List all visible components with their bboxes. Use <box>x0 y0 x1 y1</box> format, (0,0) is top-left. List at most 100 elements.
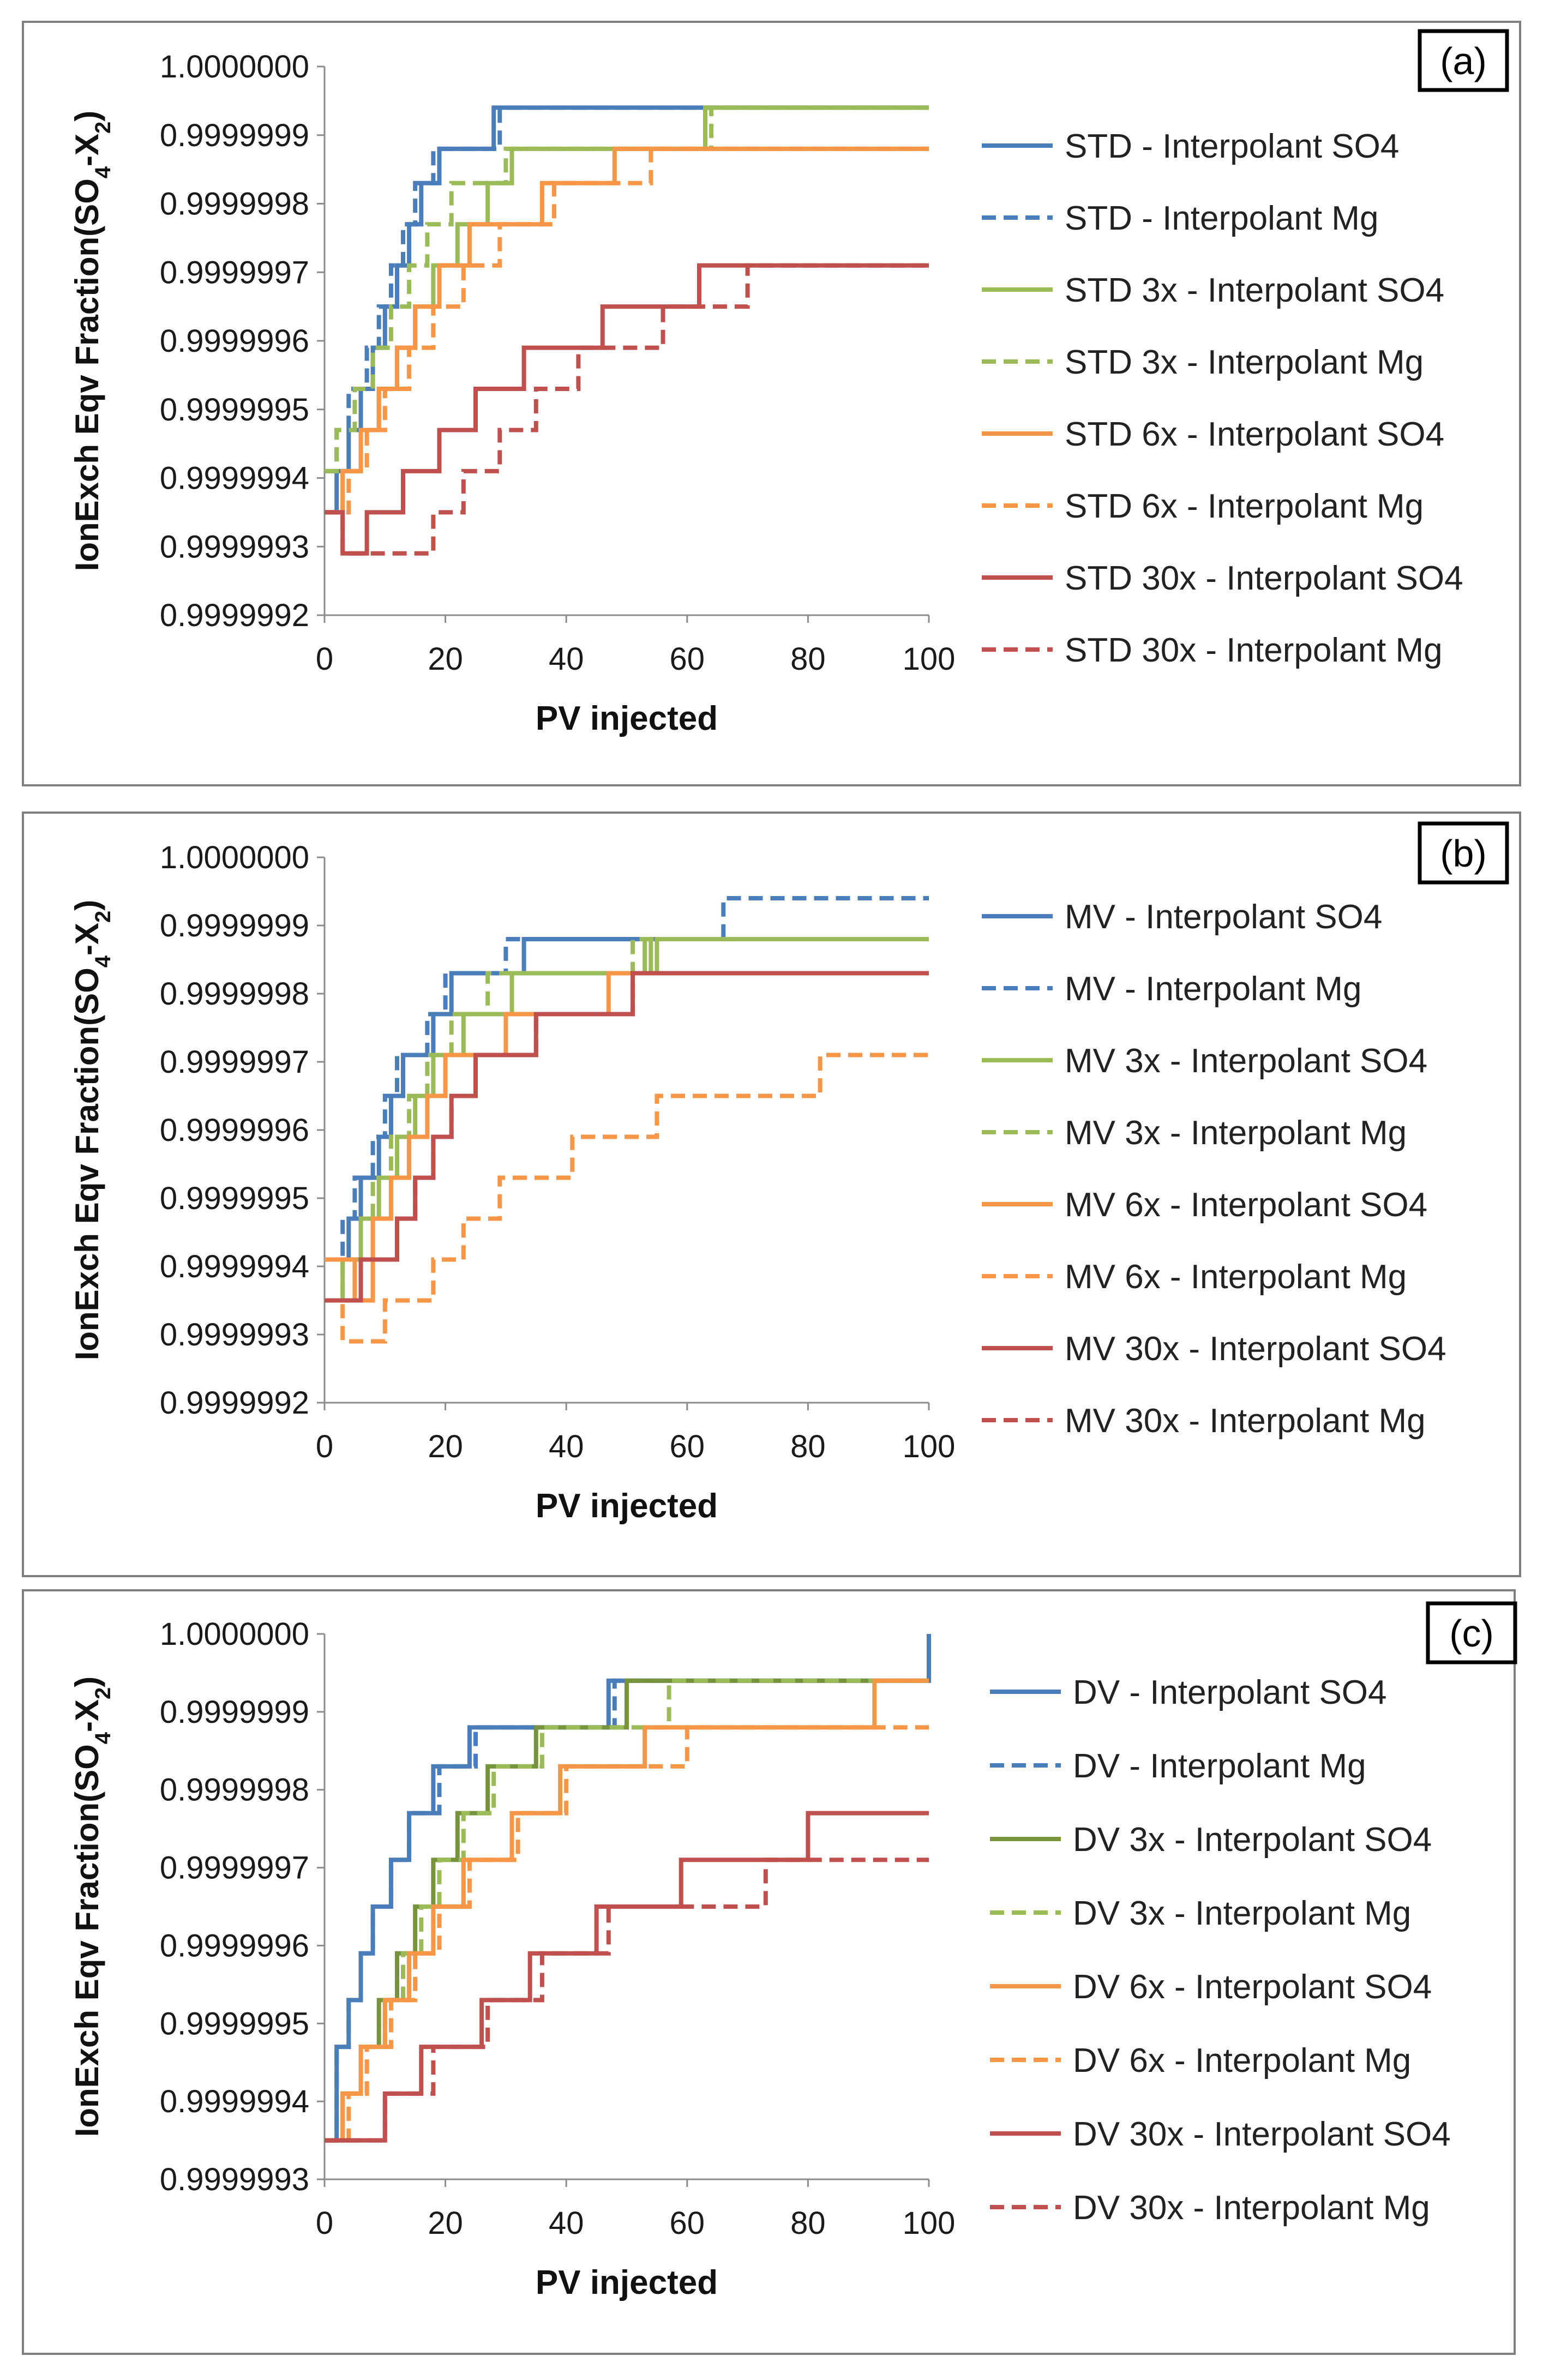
y-axis-label: IonExch Eqv Fraction(SO4-X2) <box>69 900 115 1361</box>
y-axis-label-text: -X <box>69 1699 105 1732</box>
panel-label-box <box>1426 1601 1517 1664</box>
y-tick-label: 0.9999994 <box>160 461 309 496</box>
x-tick-label: 80 <box>790 1429 826 1464</box>
legend-label: STD - Interpolant Mg <box>1065 200 1378 237</box>
y-tick-label: 0.9999993 <box>160 529 309 564</box>
x-axis-label: PV injected <box>536 2264 718 2301</box>
legend-label: DV 6x - Interpolant SO4 <box>1073 1968 1432 2006</box>
y-axis-label-text: -X <box>69 923 105 955</box>
series-line-2 <box>325 105 929 473</box>
legend-label: STD 30x - Interpolant Mg <box>1065 632 1443 669</box>
y-axis-label-subscript: 2 <box>91 911 115 923</box>
series-line-8 <box>325 263 929 556</box>
y-axis-label-text: -X <box>69 134 105 166</box>
x-tick-label: 40 <box>549 1429 584 1464</box>
chart-panel-2: 1.0000000 0.9999999 0.9999998 0.9999997 0.99… <box>22 812 1521 1577</box>
legend-label: DV 30x - Interpolant Mg <box>1073 2189 1430 2227</box>
series-line-5 <box>325 146 929 515</box>
panel-label: (a) <box>1440 40 1487 82</box>
legend-label: STD 6x - Interpolant SO4 <box>1065 416 1444 453</box>
x-axis-label: PV injected <box>536 700 718 737</box>
series-line-4 <box>325 105 929 473</box>
y-tick-label: 0.9999993 <box>160 2162 309 2197</box>
panel-label-box <box>1418 821 1509 885</box>
x-tick-label: 60 <box>670 2205 705 2241</box>
x-tick-label: 40 <box>549 641 584 677</box>
y-tick-label: 0.9999993 <box>160 1317 309 1353</box>
y-tick-label: 0.9999995 <box>160 392 309 428</box>
legend-label: MV 30x - Interpolant Mg <box>1065 1402 1426 1440</box>
y-tick-label: 0.9999999 <box>160 908 309 943</box>
series-line-7 <box>325 263 929 556</box>
series-line-4 <box>325 937 929 1303</box>
y-axis-label-subscript: 4 <box>91 1732 115 1744</box>
x-tick-label: 0 <box>316 641 333 677</box>
y-tick-label: 0.9999994 <box>160 1249 309 1284</box>
x-tick-label: 20 <box>428 2205 463 2241</box>
legend-label: STD 3x - Interpolant Mg <box>1065 344 1424 381</box>
x-tick-label: 20 <box>428 641 463 677</box>
legend-label: STD 30x - Interpolant SO4 <box>1065 560 1463 597</box>
series-line-8 <box>325 971 929 1303</box>
x-tick-label: 80 <box>790 641 826 677</box>
x-tick-label: 40 <box>549 2205 584 2241</box>
y-tick-label: 0.9999996 <box>160 1928 309 1963</box>
y-axis-label: IonExch Eqv Fraction(SO4-X2) <box>69 111 115 572</box>
series-line-7 <box>325 1811 929 2143</box>
panel-frame <box>22 1589 1516 2355</box>
y-tick-label: 0.9999992 <box>160 598 309 633</box>
y-tick-label: 1.0000000 <box>160 840 309 875</box>
y-axis-label-text: ) <box>69 111 105 122</box>
series-line-6 <box>325 1053 929 1344</box>
x-tick-label: 60 <box>670 641 705 677</box>
y-tick-label: 0.9999994 <box>160 2084 309 2119</box>
y-axis-label-text: ) <box>69 900 105 911</box>
y-axis-label-subscript: 4 <box>91 955 115 967</box>
legend-label: DV - Interpolant Mg <box>1073 1747 1366 1785</box>
legend-label: MV - Interpolant Mg <box>1065 970 1361 1008</box>
series-line-3 <box>325 1678 929 2143</box>
y-tick-label: 0.9999998 <box>160 187 309 222</box>
panel-label: (b) <box>1440 832 1487 875</box>
y-tick-label: 0.9999992 <box>160 1385 309 1421</box>
y-tick-label: 0.9999999 <box>160 118 309 153</box>
y-axis-label-subscript: 2 <box>91 1687 115 1699</box>
x-tick-label: 20 <box>428 1429 463 1464</box>
y-tick-label: 1.0000000 <box>160 1616 309 1652</box>
y-tick-label: 0.9999995 <box>160 1181 309 1216</box>
series-line-6 <box>325 1725 929 2143</box>
series-line-3 <box>325 937 929 1303</box>
y-axis-label-text: IonExch Eqv Fraction(SO <box>69 178 105 571</box>
y-axis-label: IonExch Eqv Fraction(SO4-X2) <box>69 1676 115 2137</box>
x-tick-label: 100 <box>903 1429 956 1464</box>
y-tick-label: 0.9999998 <box>160 976 309 1012</box>
chart-panel-1: 1.0000000 0.9999999 0.9999998 0.9999997 0.99… <box>22 21 1521 786</box>
legend-label: MV 30x - Interpolant SO4 <box>1065 1330 1446 1368</box>
panel-label-box <box>1418 29 1509 92</box>
x-tick-label: 100 <box>903 2205 956 2241</box>
legend-label: DV 3x - Interpolant SO4 <box>1073 1821 1432 1859</box>
panel-frame <box>22 21 1521 786</box>
x-tick-label: 0 <box>316 1429 333 1464</box>
legend-label: MV 6x - Interpolant SO4 <box>1065 1186 1427 1224</box>
y-tick-label: 0.9999997 <box>160 1850 309 1886</box>
y-tick-label: 0.9999996 <box>160 1113 309 1148</box>
x-tick-label: 0 <box>316 2205 333 2241</box>
legend-label: STD - Interpolant SO4 <box>1065 128 1399 165</box>
panel-frame <box>22 812 1521 1577</box>
y-axis-label-text: ) <box>69 1676 105 1687</box>
legend-label: MV 3x - Interpolant SO4 <box>1065 1042 1427 1080</box>
legend-label: STD 6x - Interpolant Mg <box>1065 488 1424 525</box>
legend-label: DV 3x - Interpolant Mg <box>1073 1895 1411 1932</box>
y-axis-label-text: IonExch Eqv Fraction(SO <box>69 1744 105 2137</box>
legend-label: MV 6x - Interpolant Mg <box>1065 1258 1407 1296</box>
legend-label: MV - Interpolant SO4 <box>1065 898 1382 936</box>
panel-label: (c) <box>1449 1612 1494 1655</box>
series-line-2 <box>325 896 929 1262</box>
y-axis-label-subscript: 2 <box>91 122 115 134</box>
y-tick-label: 0.9999998 <box>160 1772 309 1808</box>
x-axis-label: PV injected <box>536 1487 718 1525</box>
y-tick-label: 0.9999997 <box>160 255 309 290</box>
y-tick-label: 0.9999996 <box>160 323 309 359</box>
